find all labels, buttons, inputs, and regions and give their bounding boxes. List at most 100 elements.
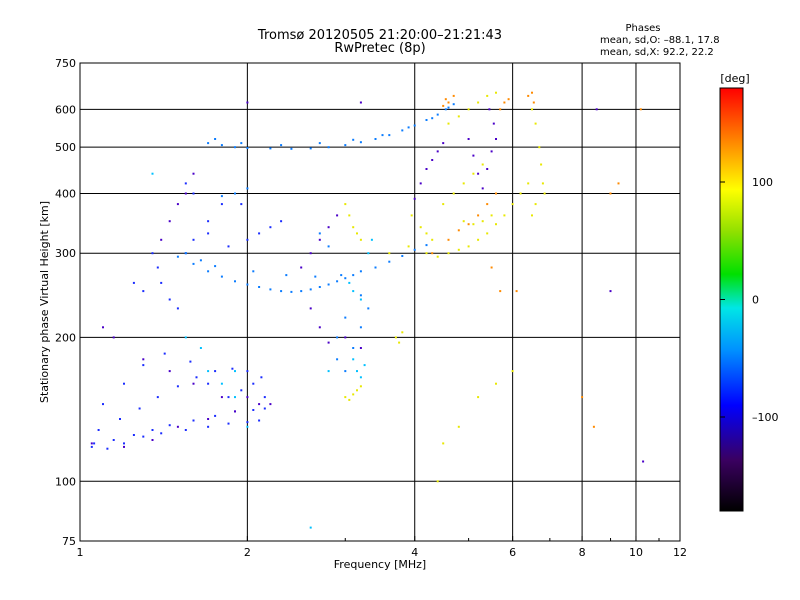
- data-point: [318, 142, 321, 145]
- data-point: [425, 244, 428, 247]
- data-point: [269, 226, 272, 229]
- x-tick-label: 6: [509, 546, 516, 559]
- data-point: [240, 203, 243, 206]
- data-point: [490, 214, 493, 217]
- data-point: [214, 138, 217, 140]
- data-point: [184, 429, 187, 431]
- data-point: [207, 370, 210, 373]
- data-point: [207, 418, 210, 420]
- data-point: [348, 214, 351, 217]
- plot-background: [80, 63, 680, 541]
- data-point: [314, 275, 317, 278]
- data-point: [495, 192, 497, 195]
- data-point: [258, 286, 261, 288]
- data-point: [527, 182, 530, 185]
- data-point: [481, 163, 484, 166]
- data-point: [207, 425, 210, 428]
- data-point: [234, 192, 236, 195]
- data-point: [401, 129, 404, 132]
- data-point: [156, 266, 159, 269]
- data-point: [531, 108, 533, 111]
- data-point: [359, 298, 362, 301]
- data-points: [90, 91, 645, 529]
- data-point: [486, 232, 489, 235]
- data-point: [160, 281, 163, 284]
- y-tick-label: 600: [55, 103, 76, 116]
- data-point: [192, 192, 195, 195]
- data-point: [327, 341, 330, 344]
- data-point: [488, 108, 491, 111]
- data-point: [327, 226, 330, 229]
- data-point: [260, 376, 263, 379]
- data-point: [102, 403, 104, 406]
- data-point: [119, 418, 121, 420]
- data-point: [515, 290, 518, 293]
- data-point: [419, 226, 422, 229]
- data-point: [534, 122, 537, 125]
- data-point: [327, 146, 330, 149]
- data-point: [642, 460, 645, 463]
- data-point: [495, 223, 497, 226]
- data-point: [499, 108, 502, 111]
- data-point: [142, 290, 145, 293]
- data-point: [356, 370, 358, 373]
- data-point: [234, 280, 236, 283]
- data-point: [359, 141, 362, 144]
- data-point: [452, 94, 455, 97]
- data-point: [280, 144, 283, 147]
- data-point: [531, 214, 533, 217]
- data-point: [467, 223, 470, 226]
- data-point: [348, 398, 351, 401]
- data-point: [263, 396, 266, 399]
- data-point: [151, 172, 154, 175]
- data-point: [176, 203, 179, 206]
- data-point: [467, 108, 470, 111]
- data-point: [609, 290, 612, 293]
- data-point: [176, 425, 179, 428]
- data-point: [381, 134, 384, 137]
- data-point: [184, 336, 187, 339]
- data-point: [359, 347, 362, 349]
- data-point: [388, 134, 391, 137]
- data-point: [327, 283, 330, 286]
- data-point: [609, 192, 612, 195]
- x-axis-label: Frequency [MHz]: [334, 558, 426, 571]
- colorbar-ticks: 100 0 –100: [720, 176, 779, 424]
- data-point: [452, 192, 455, 195]
- data-point: [486, 94, 489, 97]
- data-point: [344, 144, 347, 147]
- data-point: [123, 382, 125, 385]
- data-point: [123, 445, 125, 448]
- data-point: [340, 274, 343, 277]
- data-point: [309, 252, 312, 255]
- data-point: [356, 232, 358, 235]
- data-point: [431, 159, 434, 161]
- data-point: [442, 203, 445, 206]
- data-point: [246, 238, 249, 241]
- data-point: [467, 245, 470, 248]
- data-point: [252, 382, 255, 385]
- data-point: [495, 382, 497, 385]
- data-point: [592, 425, 595, 428]
- data-point: [527, 94, 530, 97]
- data-point: [336, 214, 339, 217]
- data-point: [112, 439, 115, 441]
- data-point: [336, 358, 339, 361]
- data-point: [90, 445, 93, 448]
- data-point: [151, 252, 154, 255]
- data-point: [407, 245, 410, 248]
- data-point: [477, 101, 480, 104]
- data-point: [199, 259, 202, 262]
- data-point: [184, 192, 187, 195]
- data-point: [388, 260, 391, 263]
- data-point: [481, 220, 484, 223]
- data-point: [207, 220, 210, 223]
- data-point: [388, 252, 391, 255]
- data-point: [348, 281, 351, 284]
- y-tick-label: 500: [55, 141, 76, 154]
- data-point: [352, 290, 355, 293]
- data-point: [431, 252, 434, 255]
- data-point: [246, 370, 249, 373]
- plot-frame: [79, 62, 681, 542]
